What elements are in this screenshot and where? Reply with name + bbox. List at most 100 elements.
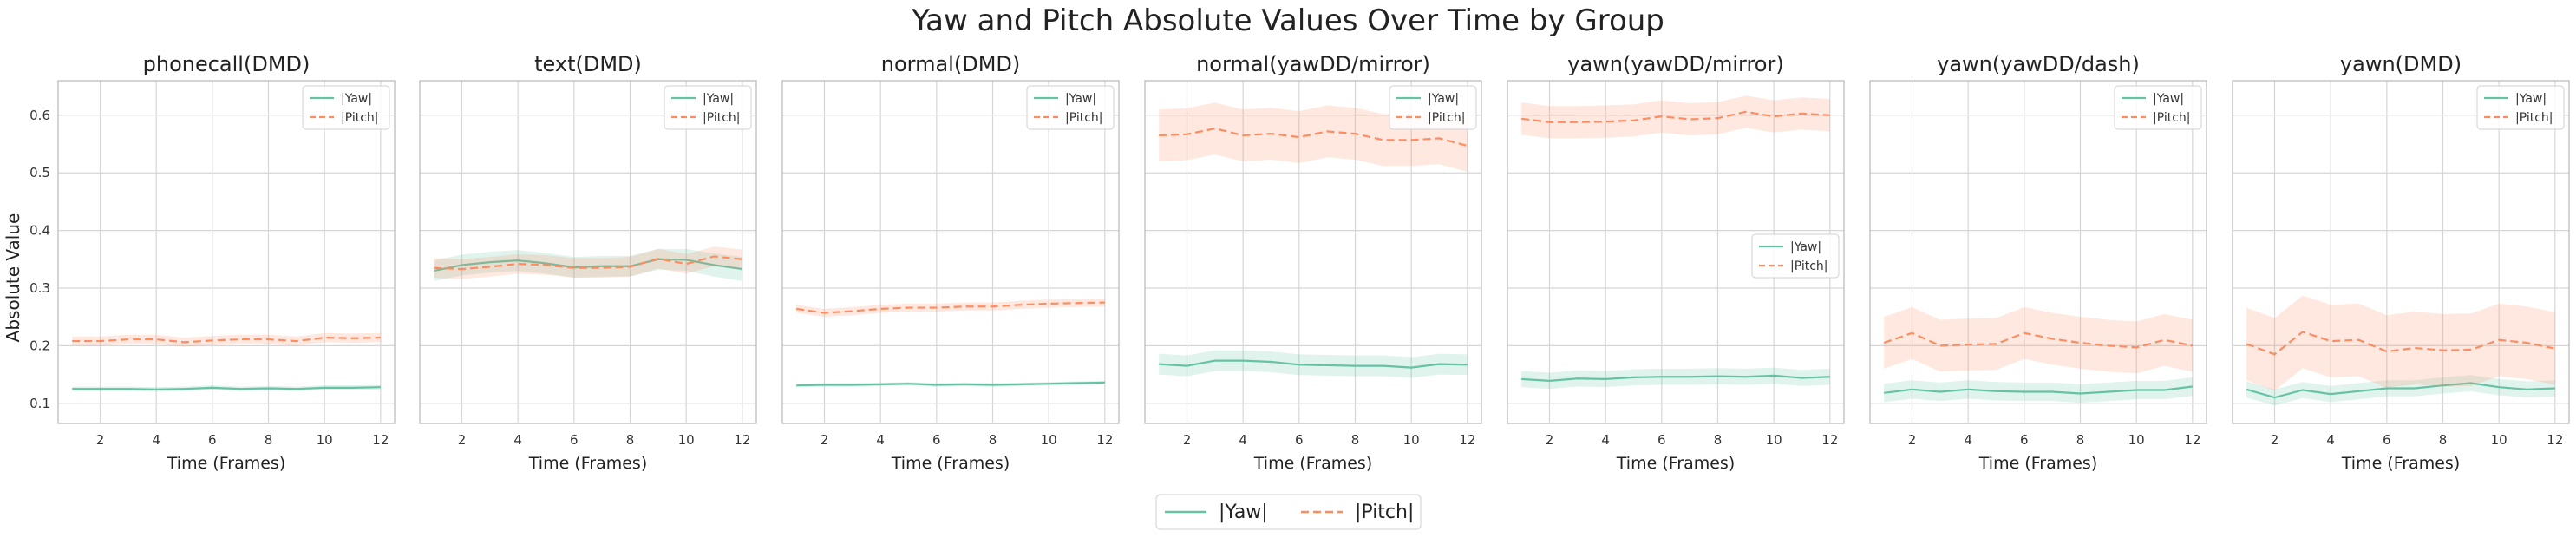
legend-label: |Yaw| [1428, 92, 1459, 106]
y-tick-label: 0.4 [29, 223, 50, 239]
legend-box [1751, 233, 1840, 279]
x-tick-label: 6 [570, 432, 579, 448]
x-axis-label: Time (Frames) [2341, 454, 2460, 473]
axes-frame [419, 80, 757, 424]
x-tick-label: 2 [1546, 432, 1554, 448]
x-tick-label: 4 [1964, 432, 1972, 448]
x-tick-label: 12 [1459, 432, 1475, 448]
legend-label: |Yaw| [703, 92, 734, 106]
legend-label: |Pitch| [1065, 111, 1103, 125]
x-tick-label: 6 [2020, 432, 2029, 448]
legend-box [302, 85, 390, 130]
x-tick-label: 2 [1183, 432, 1192, 448]
x-tick-label: 8 [1714, 432, 1723, 448]
x-tick-label: 6 [208, 432, 217, 448]
subplot-legend: |Yaw| |Pitch| [302, 85, 390, 130]
subplot-title: yawn(DMD) [2340, 52, 2462, 76]
y-tick-label: 0.3 [29, 280, 50, 296]
x-tick-label: 10 [678, 432, 695, 448]
x-axis-label: Time (Frames) [1978, 454, 2097, 473]
x-tick-label: 6 [2383, 432, 2391, 448]
x-axis-label: Time (Frames) [167, 454, 285, 473]
series-line [796, 301, 1105, 314]
x-tick-label: 10 [1766, 432, 1782, 448]
y-tick-label: 0.6 [29, 108, 50, 123]
x-tick-label: 4 [1239, 432, 1247, 448]
x-tick-label: 8 [2439, 432, 2448, 448]
subplot-legend: |Yaw| |Pitch| [2114, 85, 2202, 130]
confidence-band [434, 246, 742, 279]
x-tick-label: 2 [2271, 432, 2279, 448]
x-tick-label: 8 [2076, 432, 2085, 448]
legend-label: |Pitch| [2515, 111, 2553, 125]
x-tick-label: 10 [1403, 432, 1420, 448]
subplot-title: phonecall(DMD) [143, 52, 311, 76]
x-axis-label: Time (Frames) [1616, 454, 1735, 473]
x-tick-label: 10 [317, 432, 333, 448]
legend-box [2114, 85, 2202, 130]
subplot-7: yawn(DMD) 2 4 6 8 10 12 Time (Frames) |Yaw| |Pitc… [2232, 52, 2570, 473]
subplots: phonecall(DMD) 2 4 6 8 10 12 Time (Frames) 0.1 0.… [29, 52, 2570, 473]
x-tick-label: 10 [2128, 432, 2145, 448]
figure-legend: |Yaw| |Pitch| [1155, 494, 1422, 530]
confidence-band [1521, 367, 1830, 390]
x-tick-label: 6 [1295, 432, 1304, 448]
axes-frame [1869, 80, 2207, 424]
figure-title: Yaw and Pitch Absolute Values Over Time … [911, 3, 1664, 38]
subplot-2: text(DMD) 2 4 6 8 10 12 Time (Frames) |Yaw| |Pitc… [419, 52, 757, 473]
x-tick-label: 10 [1041, 432, 1057, 448]
subplot-title: yawn(yawDD/mirror) [1567, 52, 1783, 76]
x-tick-label: 12 [1096, 432, 1113, 448]
series-line [2246, 331, 2556, 356]
series-line [1521, 110, 1830, 123]
legend-label: |Yaw| [2153, 92, 2184, 106]
figure-legend-label: |Pitch| [1355, 502, 1414, 523]
x-tick-label: 2 [96, 432, 105, 448]
x-tick-label: 4 [876, 432, 885, 448]
subplot-title: text(DMD) [534, 52, 642, 76]
series-line [1159, 127, 1468, 148]
x-tick-label: 12 [734, 432, 750, 448]
y-tick-label: 0.5 [29, 165, 50, 180]
series-line [433, 258, 742, 272]
subplot-4: normal(yawDD/mirror) 2 4 6 8 10 12 Time (Frames… [1144, 52, 1482, 473]
subplot-legend: |Yaw| |Pitch| [1389, 85, 1477, 130]
subplot-title: normal(DMD) [881, 52, 1021, 76]
subplot-6: yawn(yawDD/dash) 2 4 6 8 10 12 Time (Frames) |Ya… [1869, 52, 2207, 473]
confidence-band [1884, 377, 2193, 404]
subplot-legend: |Yaw| |Pitch| [1751, 233, 1840, 279]
y-axis-label: Absolute Value [3, 213, 23, 343]
subplot-title: yawn(yawDD/dash) [1937, 52, 2140, 76]
x-tick-label: 4 [2326, 432, 2335, 448]
y-tick-label: 0.2 [29, 338, 50, 353]
series-line [1159, 359, 1468, 369]
legend-label: |Pitch| [2153, 111, 2191, 125]
x-tick-label: 6 [932, 432, 941, 448]
x-tick-label: 2 [1908, 432, 1917, 448]
axes-frame [1507, 80, 1845, 424]
figure-legend-box [1155, 494, 1422, 530]
x-tick-label: 6 [1657, 432, 1666, 448]
x-tick-label: 2 [821, 432, 829, 448]
axes-frame [1144, 80, 1482, 424]
x-tick-label: 12 [2547, 432, 2563, 448]
legend-box [664, 85, 752, 130]
x-tick-label: 4 [152, 432, 160, 448]
x-tick-label: 4 [1601, 432, 1610, 448]
x-tick-label: 8 [626, 432, 635, 448]
axes-frame [2232, 80, 2570, 424]
legend-box [2476, 85, 2565, 130]
confidence-band [796, 298, 1105, 318]
legend-label: |Yaw| [1065, 92, 1096, 106]
legend-label: |Pitch| [1790, 259, 1828, 273]
series-line [1883, 331, 2194, 349]
series-line [2246, 382, 2555, 399]
x-tick-label: 12 [372, 432, 389, 448]
y-tick-label: 0.1 [29, 396, 50, 411]
x-tick-label: 12 [2184, 432, 2200, 448]
subplot-5: yawn(yawDD/mirror) 2 4 6 8 10 12 Time (Frames) |… [1507, 52, 1845, 473]
confidence-band [2246, 295, 2555, 391]
confidence-band [434, 248, 742, 282]
axes-frame [57, 80, 396, 424]
x-axis-label: Time (Frames) [528, 454, 647, 473]
